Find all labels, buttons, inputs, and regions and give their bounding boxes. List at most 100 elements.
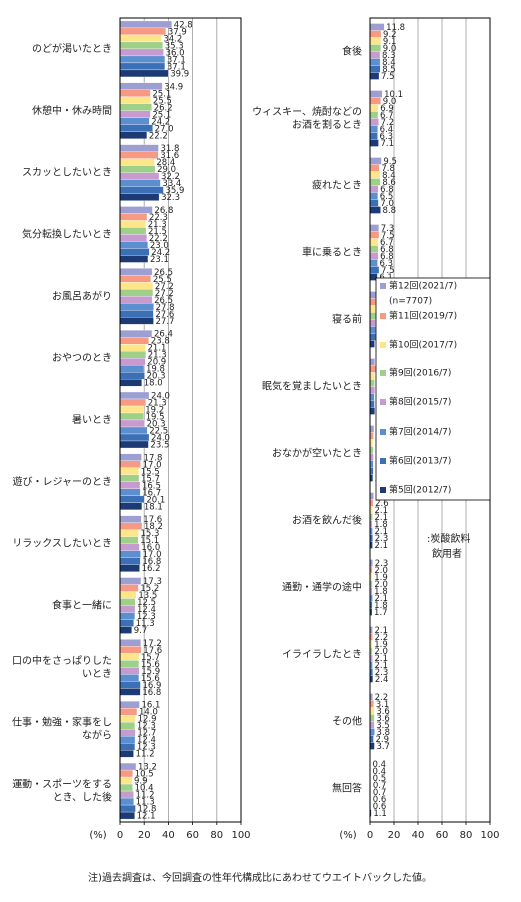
value-label: 6.8 (380, 245, 394, 255)
value-label: 24.0 (151, 434, 170, 444)
value-label: 36.0 (166, 48, 185, 58)
category-label: 無回答 (332, 782, 362, 795)
bar (119, 550, 141, 558)
value-label: 2.1 (375, 654, 389, 664)
value-label: 26.4 (154, 330, 173, 340)
bar (369, 65, 381, 73)
value-label: 26.5 (154, 296, 173, 306)
category-label: 口の中をさっぱりしたいとき (12, 654, 112, 680)
value-label: 2.1 (375, 594, 389, 604)
bar (119, 20, 172, 29)
bar (119, 804, 136, 813)
bar (119, 337, 149, 345)
x-axis-label: (%) (339, 830, 356, 841)
legend-label: 第9回(2016/7) (389, 367, 451, 379)
bar (369, 51, 381, 59)
value-label: 7.1 (381, 139, 395, 149)
value-label: 6.5 (380, 192, 394, 202)
value-label: 22.2 (149, 131, 168, 141)
value-label: 27.7 (156, 317, 175, 327)
value-label: 19.5 (146, 413, 165, 423)
bar (119, 584, 139, 592)
value-label: 32.2 (161, 172, 180, 182)
bar (369, 185, 379, 193)
value-label: 7.2 (381, 118, 395, 128)
bar (119, 391, 150, 400)
bar (369, 707, 375, 715)
value-label: 21.3 (148, 351, 167, 361)
bar (369, 365, 376, 373)
legend-swatch (380, 429, 386, 435)
value-label: 26.2 (154, 103, 173, 113)
category-label: リラックスしたいとき (12, 538, 112, 550)
bar (119, 488, 141, 496)
value-label: 31.6 (160, 151, 179, 161)
value-label: 1.7 (374, 608, 388, 618)
bar (119, 241, 148, 249)
bar (369, 400, 375, 408)
bar (369, 206, 381, 214)
value-label: 8.5 (382, 65, 396, 75)
value-label: 2.1 (375, 626, 389, 636)
bar (119, 453, 142, 461)
value-label: 0.4 (372, 767, 386, 777)
bar (369, 386, 375, 394)
bar (119, 234, 148, 242)
value-label: 24.0 (151, 392, 170, 402)
value-label: 2.1 (375, 527, 389, 537)
value-label: 26.5 (154, 268, 173, 278)
bar (369, 379, 375, 387)
legend-label: 第6回(2013/7) (389, 455, 451, 467)
value-label: 12.4 (137, 736, 156, 746)
bar (369, 231, 380, 239)
category-label: 気分転換したいとき (22, 227, 112, 240)
value-label: 16.8 (142, 688, 161, 698)
value-label: 28.4 (156, 158, 175, 168)
bar (369, 30, 382, 38)
bar (369, 340, 375, 348)
bar (369, 735, 374, 743)
category-label: のどが渇いたとき (32, 42, 112, 55)
value-label: 25.5 (153, 275, 172, 285)
legend-label: 第12回(2021/7) (389, 280, 457, 292)
value-label: 7.8 (381, 164, 395, 174)
value-label: 31.8 (160, 144, 179, 154)
value-label: 7.5 (381, 231, 395, 241)
bar (119, 667, 140, 675)
category-label: お風呂あがり (52, 289, 112, 302)
legend-swatch (380, 399, 386, 405)
value-label: 15.6 (141, 660, 160, 670)
value-label: 21.3 (148, 399, 167, 409)
bar (119, 646, 142, 654)
bar (369, 432, 374, 440)
value-label: 1.8 (374, 587, 388, 597)
bar (119, 405, 144, 414)
bar (369, 132, 378, 140)
value-label: 12.9 (138, 715, 157, 725)
legend-label: 第10回(2017/7) (389, 339, 457, 351)
value-label: 11.2 (136, 750, 155, 760)
value-label: 11.2 (136, 791, 155, 801)
value-label: 3.6 (376, 707, 390, 717)
value-label: 3.6 (376, 714, 390, 724)
bar (119, 48, 164, 57)
value-label: 42.8 (174, 20, 193, 30)
bar (119, 41, 163, 50)
bar (119, 220, 146, 228)
legend-box (375, 277, 491, 501)
bar (119, 379, 142, 387)
bar (369, 97, 381, 105)
bar (119, 62, 166, 71)
value-label: 16.9 (142, 681, 161, 691)
bar (119, 110, 151, 118)
bar (119, 310, 154, 318)
x-tick-label: 40 (162, 830, 175, 841)
bar (369, 245, 379, 253)
value-label: 8.6 (382, 178, 396, 188)
category-label: 遊び・レジャーのとき (13, 475, 113, 488)
bar (119, 708, 138, 716)
category-label: スカッとしたいとき (22, 167, 112, 179)
bar (119, 165, 156, 173)
category-label: 仕事・勉強・家事をしながら (12, 716, 112, 742)
value-label: 0.7 (373, 788, 387, 798)
